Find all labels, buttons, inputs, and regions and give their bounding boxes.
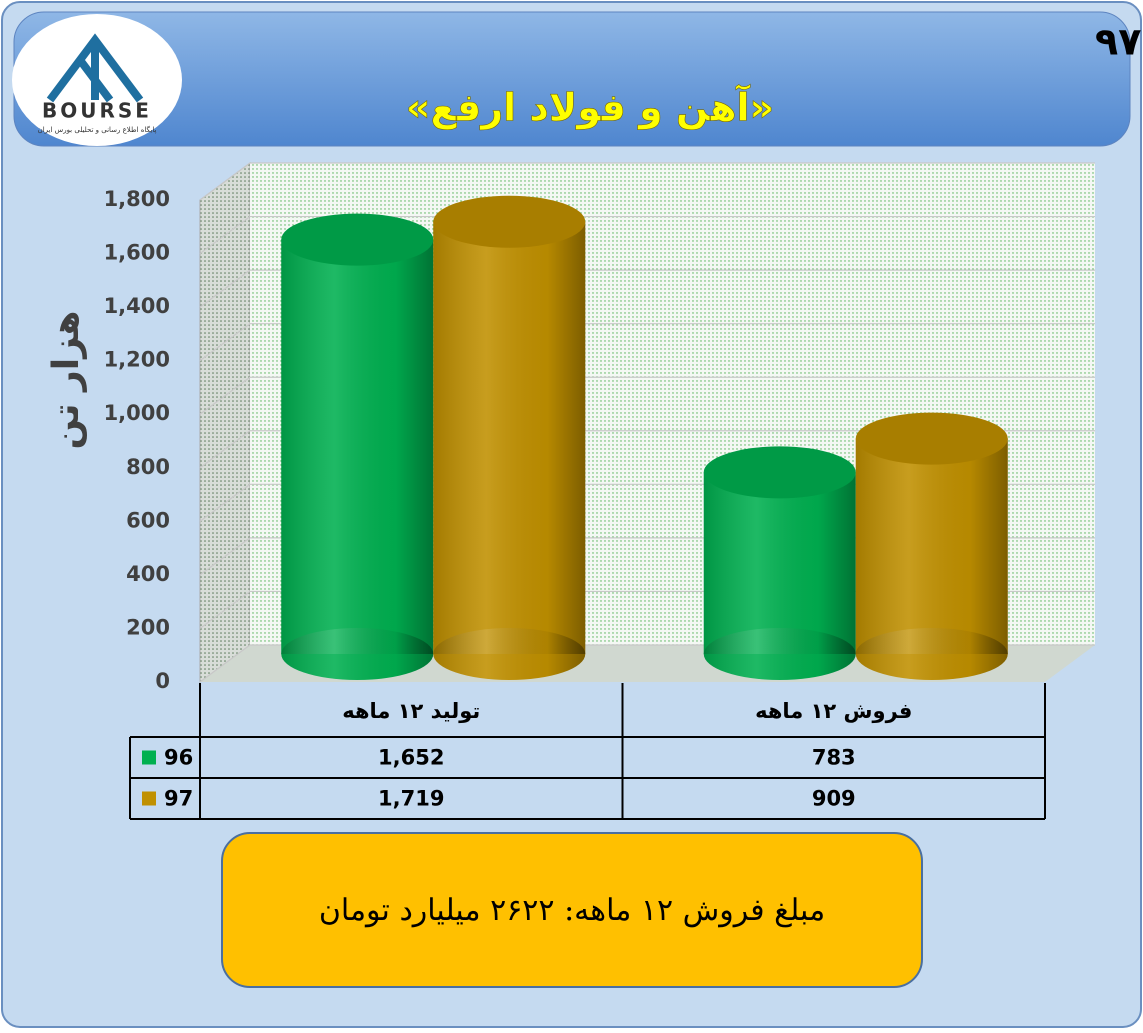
bar <box>855 412 1008 680</box>
bar-top-shade <box>281 213 434 266</box>
bar-body-shade <box>281 239 434 654</box>
legend-label: 96 <box>164 746 193 770</box>
bar-body-shade <box>855 438 1008 654</box>
logo-icon <box>46 33 144 103</box>
logo-text: BOURSE <box>42 99 152 123</box>
x-tick-label: فروش ۱۲ ماهه <box>755 699 912 723</box>
y-tick-label: 800 <box>126 455 170 479</box>
bar <box>433 195 586 680</box>
legend-swatch <box>142 791 156 806</box>
legend-label: 97 <box>164 787 193 811</box>
chart-subtitle: «آهن و فولاد ارفع» <box>406 84 774 131</box>
y-axis-label: هزار تن <box>46 311 87 450</box>
y-tick-label: 600 <box>126 508 170 532</box>
note-text: مبلغ فروش ۱۲ ماهه: ۲۶۲۲ میلیارد تومان <box>319 893 825 928</box>
bar-top-shade <box>703 446 856 499</box>
grid-line <box>199 376 1095 415</box>
side-wall <box>199 162 251 683</box>
bar <box>703 446 856 680</box>
bar-top <box>703 446 856 499</box>
y-tick-label: 1,200 <box>104 348 170 372</box>
y-tick-label: 1,800 <box>104 187 170 211</box>
value-label: 1,719 <box>378 787 444 811</box>
grid-line <box>199 323 1095 362</box>
bar-body-shade <box>433 221 586 654</box>
bar-top <box>281 213 434 266</box>
bar-top-shade <box>855 412 1008 465</box>
value-label: 783 <box>812 746 856 770</box>
y-tick-label: 200 <box>126 615 170 639</box>
bar <box>281 213 434 680</box>
grid-line <box>199 269 1095 308</box>
grid-line <box>199 162 1095 201</box>
logo-caption: پایگاه اطلاع رسانی و تحلیلی بورس ایران <box>38 125 157 134</box>
legend-swatch <box>142 750 156 765</box>
y-tick-label: 400 <box>126 562 170 586</box>
bar-top <box>433 195 586 248</box>
bar-top-shade <box>433 195 586 248</box>
value-label: 1,652 <box>378 746 444 770</box>
grid-line <box>199 430 1095 469</box>
value-label: 909 <box>812 787 856 811</box>
bar-body-shade <box>703 472 856 654</box>
bar-top <box>855 412 1008 465</box>
chart-title: گزارش تولید و فروش ۱۲ ماهه منتهی به اسفن… <box>1095 20 1143 65</box>
note-box <box>221 832 923 988</box>
y-tick-label: 0 <box>155 669 170 693</box>
y-tick-label: 1,400 <box>104 294 170 318</box>
x-tick-label: تولید ۱۲ ماهه <box>342 699 480 723</box>
y-tick-label: 1,600 <box>104 241 170 265</box>
plot-area: 0 200 400 600 800 1,000 1,200 1,400 1,600 1,800 تو… <box>104 162 1095 820</box>
grid-line <box>199 215 1095 255</box>
y-tick-label: 1,000 <box>104 401 170 425</box>
